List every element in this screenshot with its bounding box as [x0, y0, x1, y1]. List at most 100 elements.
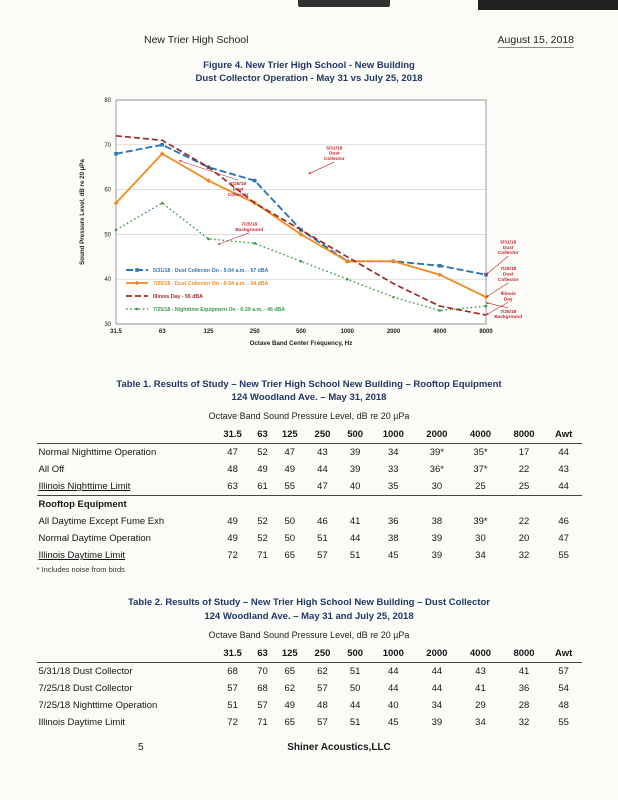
table-cell: 40 — [388, 699, 399, 711]
data-marker — [438, 308, 442, 312]
table-cell: 51 — [349, 550, 361, 562]
data-marker — [252, 178, 257, 183]
table-cell: 41 — [518, 665, 530, 677]
chart-annotation: 7/25/18 Background — [235, 221, 263, 232]
series-line — [115, 134, 487, 316]
table-cell: 49 — [227, 516, 238, 528]
column-header-empty — [36, 427, 214, 445]
annotation-arrowhead — [308, 171, 312, 174]
annotation-arrowhead — [217, 242, 221, 245]
table-cell: 45 — [388, 550, 399, 562]
table-cell: 57 — [257, 699, 268, 711]
annotation-arrowhead — [178, 159, 182, 162]
figure-chart: 30 40 50 60 70 80 31.5 63 125 250 500 1000 2000 4000 8… — [79, 98, 522, 347]
figure-title-line2: Dust Collector Operation - May 31 vs Jul… — [195, 72, 423, 84]
x-tick-label: 4000 — [433, 329, 447, 335]
table-cell: 47 — [284, 447, 296, 459]
table2-title-line1: Table 2. Results of Study – New Trier Hi… — [128, 597, 490, 609]
results-table: 31.5 63 125 250 500 1000 2000 4000 8000 Awt Normal… — [36, 427, 582, 564]
y-axis-title: Sound Pressure Level, dB re 20 µPa — [79, 158, 86, 264]
table-cell: 22 — [518, 516, 530, 528]
table-row: 7/25/18 Nighttime Operation 51 57 49 48 44 40 3… — [37, 697, 582, 714]
table-cell: 36* — [429, 464, 444, 476]
legend-label: 7/25/18 - Nighttime Equipment On - 6:29 … — [153, 307, 285, 313]
table-cell: 43 — [317, 447, 328, 459]
row-label: Illinois Daytime Limit — [38, 550, 126, 562]
column-header: 500 — [338, 645, 372, 663]
table1-title: Table 1. Results of Study – New Trier Hi… — [0, 378, 618, 405]
table-cell: 49 — [284, 464, 296, 476]
column-header: 500 — [338, 427, 372, 445]
column-header: 1000 — [371, 427, 416, 445]
row-label: All Daytime Except Fume Exh — [38, 516, 165, 528]
row-label: Normal Daytime Operation — [38, 533, 151, 545]
column-header: 4000 — [458, 645, 503, 663]
table-cell: 51 — [227, 699, 238, 711]
data-marker — [114, 228, 118, 231]
chart-annotation: 7/25/18 Dust Collector — [498, 266, 519, 283]
annotation-arrow — [485, 302, 509, 308]
table1-footnote: * Includes noise from birds — [36, 565, 125, 575]
table-cell: 72 — [227, 716, 238, 728]
chart-annotation: Illinois Day — [501, 291, 517, 302]
table1-title-line2: 124 Woodland Ave. – May 31, 2018 — [231, 391, 387, 403]
table-cell: 55 — [558, 716, 569, 728]
row-label: Illinois Daytime Limit — [38, 716, 126, 728]
column-header: 2000 — [415, 645, 459, 663]
table-cell: 52 — [257, 533, 268, 545]
column-header: 31.5 — [213, 645, 252, 663]
data-marker — [207, 237, 210, 240]
column-header: 250 — [306, 427, 339, 445]
table-cell: 52 — [257, 447, 268, 459]
table-cell: 43 — [475, 665, 486, 677]
table-cell: 50 — [284, 533, 296, 545]
table-cell: 38 — [431, 516, 443, 528]
table-cell: 45 — [388, 716, 399, 728]
table-row: Normal Daytime Operation 49 52 50 51 44 38 39 30… — [37, 530, 582, 547]
annotation-arrowhead — [486, 312, 489, 315]
table-cell: 22 — [518, 464, 530, 476]
x-tick-label: 1000 — [341, 329, 355, 335]
row-label: 7/25/18 Dust Collector — [38, 682, 133, 694]
table-cell: 34 — [475, 716, 486, 728]
table-cell: 30 — [475, 533, 486, 545]
table-cell: 25 — [518, 481, 530, 493]
legend-label: Illinois Day - 55 dBA — [153, 294, 203, 300]
column-header: 63 — [251, 645, 274, 663]
table2-wrap: 31.5 63 125 250 500 1000 2000 4000 8000 Awt 5/31/1… — [36, 645, 582, 731]
page-number: 5 — [138, 742, 144, 753]
x-tick-label: 250 — [250, 329, 261, 335]
table-cell: 34 — [475, 550, 486, 562]
chart-annotation: 5/31/18 Dust Collector — [324, 145, 345, 162]
table-cell: 48 — [317, 699, 328, 711]
table-row: Illinois Nighttime Limit 63 61 55 47 40 35 30 25… — [37, 478, 582, 496]
column-header: Awt — [545, 645, 582, 663]
table-cell: 35* — [473, 447, 488, 459]
table1-wrap: 31.5 63 125 250 500 1000 2000 4000 8000 Awt Normal… — [36, 427, 582, 564]
legend-label: 5/31/18 - Dust Collector On - 5:04 a.m. … — [153, 268, 269, 274]
data-marker — [159, 150, 165, 156]
table-cell: 57 — [317, 682, 328, 694]
results-table: 31.5 63 125 250 500 1000 2000 4000 8000 Awt 5/31/1… — [36, 645, 582, 731]
y-tick-label: 40 — [104, 277, 111, 283]
row-label: Illinois Nighttime Limit — [38, 481, 131, 493]
table-cell: 30 — [431, 481, 443, 493]
table-cell: 70 — [257, 665, 268, 677]
table-cell: 71 — [257, 716, 268, 728]
table-cell: 62 — [284, 682, 296, 694]
table-cell: 25 — [475, 481, 486, 493]
table-cell: 28 — [518, 699, 530, 711]
table-cell: 57 — [317, 550, 328, 562]
table-cell: 65 — [284, 665, 296, 677]
table-cell: 51 — [349, 665, 361, 677]
table-cell: 68 — [257, 682, 268, 694]
table-cell: 39 — [431, 533, 443, 545]
table-cell: 48 — [558, 699, 569, 711]
data-marker — [135, 307, 139, 310]
y-tick-label: 80 — [104, 98, 111, 104]
table-row: 5/31/18 Dust Collector 68 70 65 62 51 44 44 43 41… — [37, 662, 582, 680]
header-date: August 15, 2018 — [497, 34, 574, 48]
table-cell: 38 — [388, 533, 399, 545]
x-tick-label: 63 — [159, 329, 166, 335]
